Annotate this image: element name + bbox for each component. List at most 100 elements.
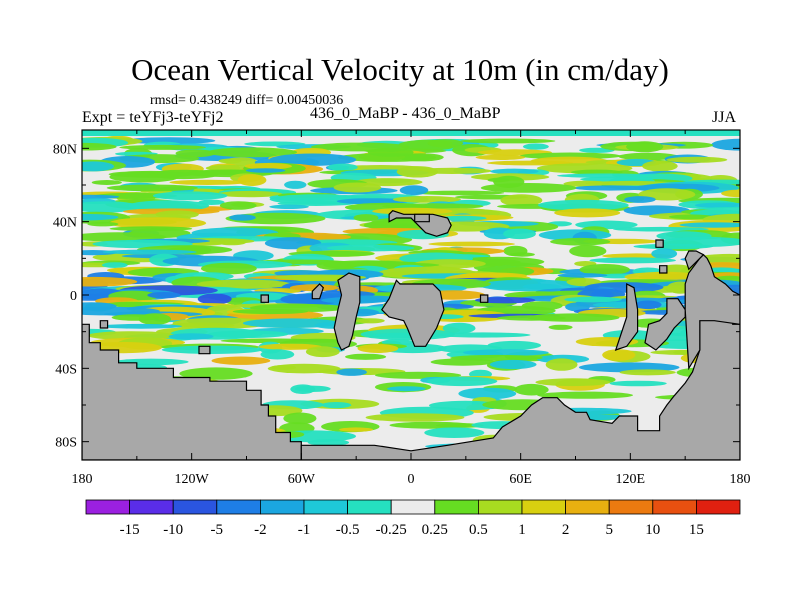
field-blob (651, 248, 678, 259)
field-blob (424, 427, 485, 439)
land-west-pacific-islet (658, 265, 668, 274)
field-blob (91, 180, 122, 185)
colorbar-swatch (129, 499, 174, 515)
field-blob (229, 214, 256, 221)
colorbar-swatch (259, 499, 305, 515)
land-north-spit (388, 210, 452, 237)
field-blob (102, 262, 128, 268)
x-tick-label: 60W (288, 472, 316, 487)
field-blob (415, 190, 505, 196)
land-small-a (198, 345, 211, 355)
field-blob (280, 293, 342, 306)
field-blob (642, 160, 678, 172)
x-tick-label: 120E (616, 472, 646, 487)
field-blob (460, 138, 556, 144)
field-blob (392, 196, 461, 203)
y-tick-label: 40S (55, 362, 77, 377)
land-small-b (99, 320, 109, 329)
colorbar-swatch (608, 499, 654, 515)
field-blob (111, 314, 160, 321)
land-north-block (414, 213, 430, 223)
land-small-d (655, 239, 664, 248)
field-blob (435, 332, 531, 338)
field-blob (428, 241, 515, 247)
land-east-pacific-south (82, 323, 302, 460)
field-blob (333, 182, 382, 193)
field-blob (109, 171, 179, 183)
colorbar-swatch (85, 499, 130, 515)
field-blob (147, 292, 181, 299)
field-blob (284, 180, 307, 189)
field-blob (679, 222, 740, 228)
field-blob (109, 217, 207, 230)
field-blob (294, 385, 331, 392)
field-blob (537, 199, 629, 211)
field-blob (527, 313, 620, 322)
x-tick-label: 120W (175, 472, 210, 487)
field-blob (634, 300, 662, 310)
field-blob (82, 213, 119, 221)
field-blob (217, 239, 246, 246)
field-blob (426, 376, 498, 387)
stats-label: rmsd= 0.438249 diff= 0.00450036 (150, 93, 344, 108)
field-blob (197, 293, 232, 305)
field-blob (573, 185, 648, 191)
field-blob (345, 353, 387, 360)
colorbar-label: -5 (211, 522, 224, 538)
colorbar-label: -15 (120, 522, 140, 538)
field-blob (82, 161, 115, 172)
colorbar-swatch (521, 499, 566, 515)
land-small-c (479, 294, 489, 303)
colorbar-swatch (652, 499, 697, 515)
colorbar-swatch (477, 499, 523, 515)
field-blob (489, 359, 537, 370)
field-blob (427, 139, 464, 148)
field-blob (396, 166, 439, 178)
field-blob (523, 143, 549, 150)
colorbar-swatch (390, 499, 436, 515)
field-blob (357, 344, 399, 353)
field-blob (327, 163, 358, 171)
field-blob (463, 349, 549, 356)
colorbar-swatch (347, 499, 392, 515)
field-blob (619, 369, 676, 376)
colorbar-label: -0.5 (336, 522, 360, 538)
field-blob (82, 276, 138, 287)
field-blob (389, 421, 473, 429)
field-blob (626, 141, 664, 153)
colorbar-label: 0.5 (469, 522, 488, 538)
field-blob (666, 156, 728, 163)
experiment-label: Expt = teYFj3-teYFj2 (82, 109, 224, 126)
field-blob (557, 273, 608, 278)
field-blob (339, 260, 418, 268)
colorbar-swatch (696, 499, 741, 515)
field-blob (128, 200, 210, 212)
field-blob (372, 207, 453, 215)
field-blob (269, 153, 357, 166)
field-blob (500, 194, 543, 207)
land-west-pacific-islands (614, 283, 639, 351)
field-blob (514, 383, 549, 396)
colorbar-label: 0.25 (422, 522, 448, 538)
colorbar-label: -1 (298, 522, 311, 538)
field-blob (545, 358, 578, 371)
field-blob (579, 264, 630, 276)
field-blob (201, 262, 257, 275)
field-blob (305, 346, 340, 358)
field-blob (168, 333, 214, 340)
colorbar-swatch (565, 499, 610, 515)
y-tick-label: 40N (53, 216, 77, 231)
land-east-asia-spit (684, 250, 705, 271)
x-tick-label: 60E (509, 472, 532, 487)
field-blob (602, 349, 636, 361)
field-blob (87, 331, 176, 340)
field-blob (321, 402, 352, 409)
field-blob (245, 168, 286, 173)
field-blob (668, 214, 714, 220)
field-blob (475, 297, 536, 304)
field-blob (179, 367, 253, 380)
field-blob (633, 243, 714, 250)
field-blob (442, 322, 476, 334)
field-blob (168, 322, 235, 329)
field-blob (480, 183, 577, 193)
